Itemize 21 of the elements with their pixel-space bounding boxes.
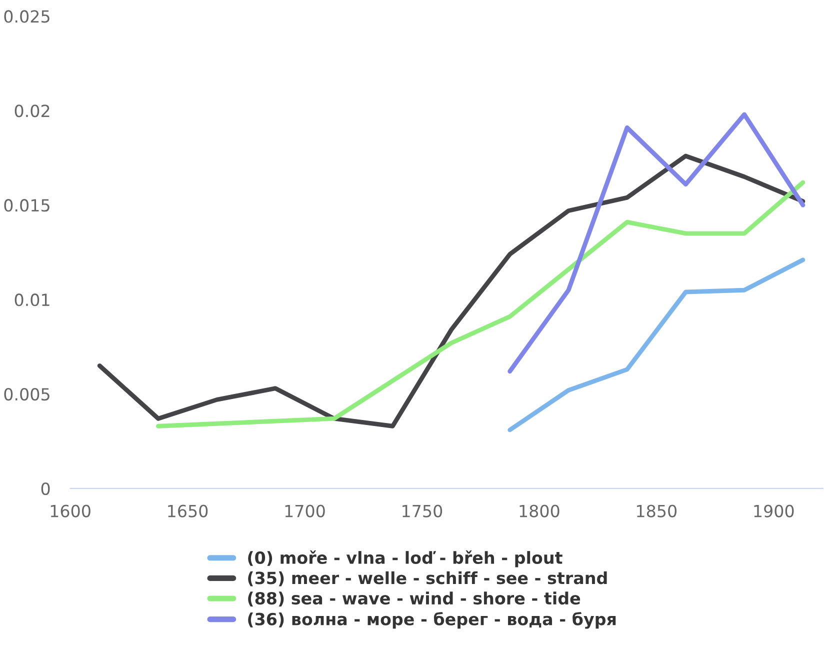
line-series: [97, 154, 806, 428]
y-tick-label: 0.025: [4, 10, 50, 23]
line-series: [156, 180, 806, 428]
x-tick-label: 1900: [754, 504, 794, 518]
y-tick-label: 0.005: [4, 388, 50, 401]
legend-label: (35) meer - welle - schiff - see - strand: [248, 571, 607, 586]
y-tick-label: 0: [41, 482, 50, 496]
y-tick-label: 0.01: [14, 294, 50, 306]
x-tick-label: 1650: [168, 504, 208, 518]
x-tick-label: 1600: [50, 504, 90, 518]
legend-label: (88) sea - wave - wind - shore - tide: [248, 592, 580, 607]
y-tick-label: 0.015: [4, 199, 50, 212]
x-tick-label: 1750: [402, 504, 442, 518]
line-series: [508, 258, 806, 432]
y-tick-label: 0.02: [14, 104, 50, 118]
x-tick-label: 1850: [637, 504, 677, 518]
x-tick-label: 1700: [285, 504, 325, 518]
x-tick-label: 1800: [520, 504, 560, 518]
line-series: [508, 112, 806, 374]
legend-label: (0) moře - vlna - loď - břeh - plout: [248, 550, 562, 568]
legend-label: (36) волна - море - берег - вода - буря: [248, 612, 616, 629]
